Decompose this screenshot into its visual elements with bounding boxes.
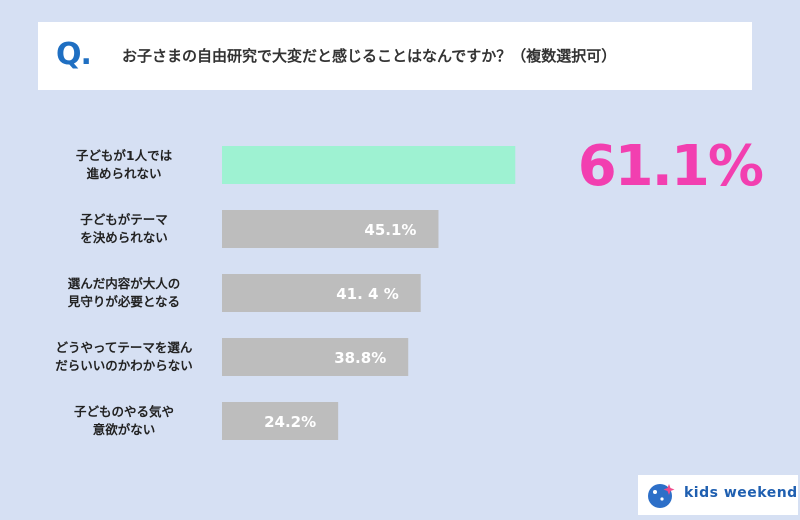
bar-4 [222, 402, 339, 440]
logo-text: kids weekend [684, 485, 798, 501]
kids-weekend-logo-icon [648, 484, 675, 508]
bar-3 [222, 338, 409, 376]
category-label-0: 子どもが1人では進められない [76, 148, 173, 181]
bar-1 [222, 210, 439, 248]
question-text: お子さまの自由研究で大変だと感じることはなんですか？（複数選択可） [122, 47, 617, 65]
bar-0 [222, 146, 516, 184]
q-letter: Q [56, 37, 81, 72]
value-label-3: 38.8% [334, 349, 386, 367]
value-label-4: 24.2% [264, 413, 316, 431]
value-label-2: 41. 4 % [336, 285, 398, 303]
question-box: Q. お子さまの自由研究で大変だと感じることはなんですか？（複数選択可） [38, 22, 752, 90]
category-label-4: 子どものやる気や意欲がない [74, 404, 174, 437]
value-label-0: 61.1% [578, 134, 763, 199]
value-label-1: 45.1% [364, 221, 416, 239]
kids-weekend-logo: kids weekend [638, 475, 798, 515]
category-label-3: どうやってテーマを選んだらいいのかわからない [55, 340, 193, 373]
bar-2 [222, 274, 421, 312]
category-label-2: 選んだ内容が大人の見守りが必要となる [67, 276, 180, 309]
category-label-1: 子どもがテーマを決められない [80, 212, 168, 245]
question-mark: Q. [56, 37, 92, 72]
q-dot: . [80, 37, 92, 72]
